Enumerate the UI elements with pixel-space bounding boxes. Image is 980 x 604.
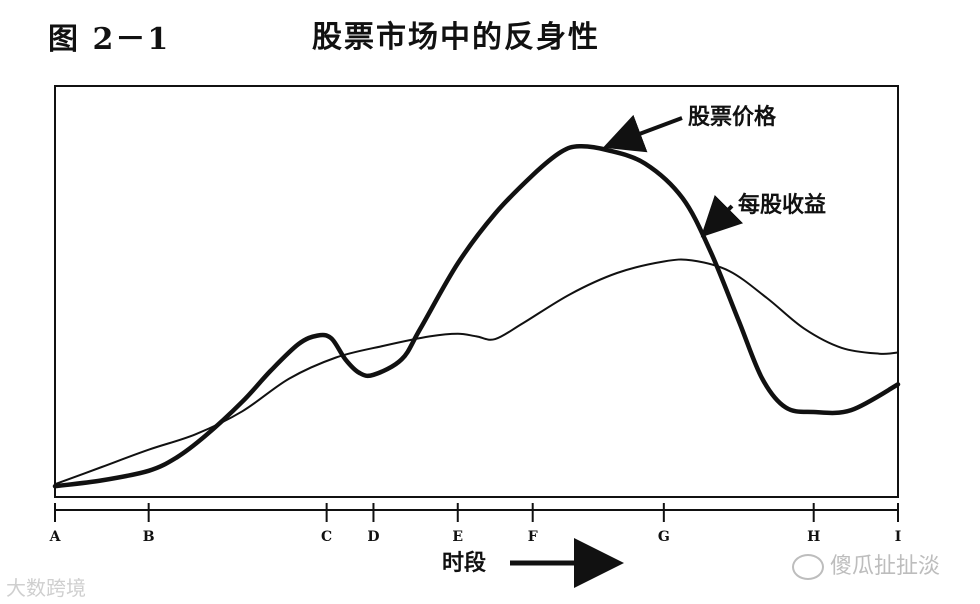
x-tick-label-e: E <box>452 529 463 545</box>
x-tick-label-i: I <box>895 529 902 545</box>
x-tick-label-h: H <box>807 529 820 545</box>
eps-arrow <box>700 194 744 238</box>
eps-line <box>54 258 899 486</box>
x-tick-label-g: G <box>658 529 670 545</box>
x-tick-label-d: D <box>367 529 379 545</box>
x-tick-label-b: B <box>143 529 155 545</box>
legend-price-label: 股票价格 <box>688 104 777 130</box>
watermark-right-text: 傻瓜扯扯淡 <box>830 554 941 579</box>
figure-number: 图 2－1 <box>48 22 171 57</box>
legend-eps-label: 每股收益 <box>738 192 826 218</box>
x-tick-label-f: F <box>528 529 538 545</box>
chat-icon <box>792 554 824 580</box>
plot-frame <box>54 85 899 498</box>
x-axis-label: 时段 <box>442 550 486 576</box>
stock-price-line <box>52 144 901 489</box>
x-tick-label-c: C <box>321 529 332 545</box>
watermark-right: 傻瓜扯扯淡 <box>792 548 940 580</box>
watermark-left: 大数跨境 <box>6 576 86 600</box>
x-tick-label-a: A <box>49 529 62 545</box>
chart-title: 股票市场中的反身性 <box>312 20 600 55</box>
price-arrow <box>603 114 683 153</box>
